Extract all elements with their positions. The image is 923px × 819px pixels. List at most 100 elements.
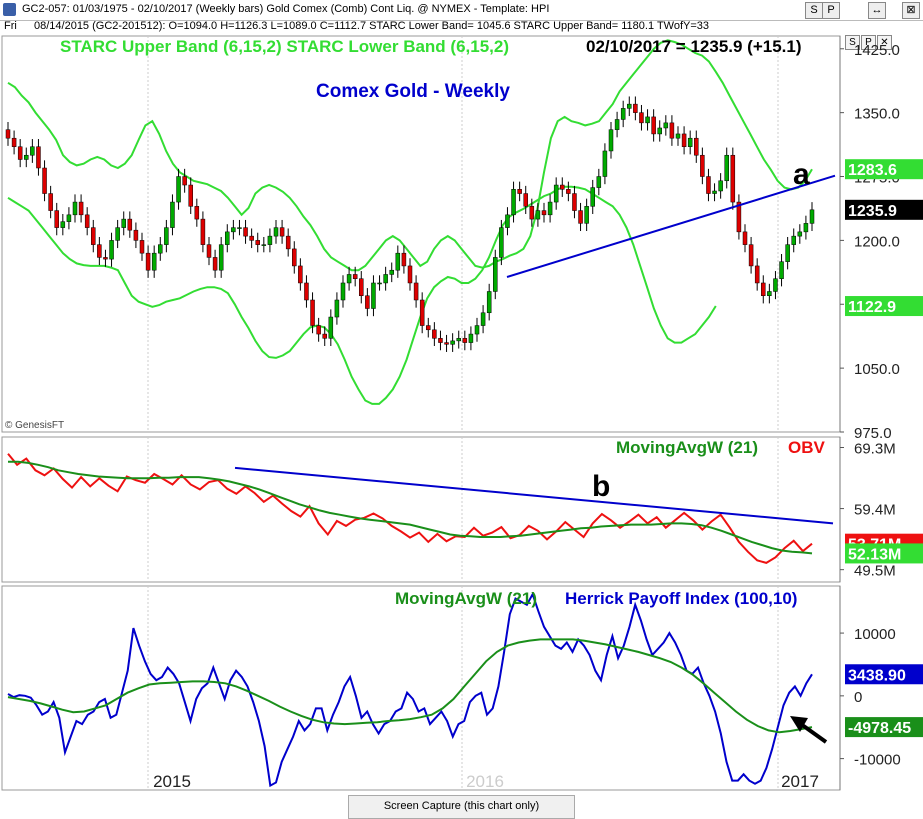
x-tick-label: 2016 xyxy=(466,772,504,791)
annotation-b: b xyxy=(592,470,610,503)
candle-body xyxy=(72,201,78,216)
y-tick-label: 69.3M xyxy=(854,440,896,457)
candle-body xyxy=(517,189,522,194)
candle-body xyxy=(36,146,41,169)
candle-body xyxy=(78,201,84,216)
s-button[interactable]: S xyxy=(805,2,823,19)
candle-body xyxy=(681,133,687,147)
y-tick-label: 1350.0 xyxy=(854,106,900,123)
candle-body xyxy=(279,227,285,237)
candle-body xyxy=(499,227,504,258)
candle-body xyxy=(42,167,47,194)
candle-body xyxy=(456,338,461,342)
candle-body xyxy=(352,274,358,279)
candle-body xyxy=(584,206,589,224)
p-button[interactable]: P xyxy=(822,2,840,19)
candle-body xyxy=(687,137,693,147)
price-last-value: 02/10/2017 = 1235.9 (+15.1) xyxy=(586,37,802,56)
panel-frame-2 xyxy=(1,585,841,791)
hpi-series-1 xyxy=(7,638,813,734)
candle-body xyxy=(493,257,498,292)
candle-body xyxy=(645,116,650,124)
y-tick-label: 59.4M xyxy=(854,502,896,519)
value-tag-bg-0 xyxy=(845,159,923,180)
candle-body xyxy=(596,176,602,188)
candle-body xyxy=(633,103,638,113)
candle-body xyxy=(529,206,535,220)
y-tick-label: 49.5M xyxy=(854,563,896,580)
candle-body xyxy=(346,274,352,284)
value-tag-bg-2 xyxy=(845,296,923,317)
candle-body xyxy=(194,206,200,220)
candle-body xyxy=(377,282,382,285)
candle-body xyxy=(779,261,784,279)
hpi-legend-ma: MovingAvgW (21) xyxy=(395,589,537,608)
candle-body xyxy=(371,282,376,309)
candle-body xyxy=(560,184,565,190)
panel-p-button[interactable]: P xyxy=(861,35,876,50)
candle-body xyxy=(468,333,474,343)
trendline-b xyxy=(234,466,834,525)
annotation-a: a xyxy=(793,158,810,191)
candle-body xyxy=(383,274,388,284)
y-tick-label: 1425.0 xyxy=(854,42,900,59)
candle-body xyxy=(334,299,340,318)
window-titlebar: GC2-057: 01/03/1975 - 02/10/2017 (Weekly… xyxy=(0,0,923,21)
candle-body xyxy=(292,248,297,267)
candle-body xyxy=(11,137,17,147)
obv-legend-obv: OBV xyxy=(788,438,826,457)
x-tick-label: 2015 xyxy=(153,772,191,791)
candle-body xyxy=(474,325,480,335)
candle-body xyxy=(462,338,468,343)
candle-body xyxy=(182,176,187,186)
candle-body xyxy=(748,244,754,267)
candle-body xyxy=(145,252,151,271)
value-tag: 1122.9 xyxy=(848,299,896,316)
candle-body xyxy=(133,229,139,241)
candle-body xyxy=(109,240,114,260)
panel-x-button[interactable]: ✕ xyxy=(877,35,892,50)
candle-body xyxy=(651,116,656,135)
candle-body xyxy=(450,340,455,345)
value-tag-bg-1 xyxy=(845,199,923,220)
starc-upper-band xyxy=(7,39,813,272)
chart-canvas: 1425.01350.01275.01200.01125.01050.0975.… xyxy=(1,35,923,791)
panel-s-button[interactable]: S xyxy=(845,35,860,50)
price-legend: STARC Upper Band (6,15,2) STARC Lower Ba… xyxy=(60,37,509,56)
candle-body xyxy=(675,133,681,139)
candle-body xyxy=(413,282,419,301)
candle-body xyxy=(151,252,157,271)
screen-capture-button[interactable]: Screen Capture (this chart only) xyxy=(348,795,575,819)
candle-body xyxy=(188,184,193,207)
candle-body xyxy=(206,244,212,258)
candle-body xyxy=(541,210,547,216)
candle-body xyxy=(407,265,413,284)
candle-body xyxy=(285,235,291,250)
x-tick-label: 2017 xyxy=(781,772,819,791)
hpi-legend-hpi: Herrick Payoff Index (100,10) xyxy=(565,589,797,608)
candle-body xyxy=(225,231,230,245)
candle-body xyxy=(742,231,748,245)
candle-body xyxy=(438,338,443,343)
value-tag: 52.13M xyxy=(848,546,901,563)
candle-body xyxy=(712,190,717,194)
candle-body xyxy=(767,291,772,296)
candle-body xyxy=(736,201,742,233)
candle-body xyxy=(304,282,309,301)
arrow-head xyxy=(790,716,808,732)
candle-body xyxy=(340,282,346,301)
candle-body xyxy=(322,333,327,339)
candle-body xyxy=(797,231,803,237)
candle-body xyxy=(84,214,90,228)
value-tag-bg-0 xyxy=(845,664,923,685)
candle-body xyxy=(316,325,321,335)
resize-button[interactable]: ↔ xyxy=(868,2,886,19)
value-tag: -4978.45 xyxy=(848,720,911,737)
close-icon[interactable]: ⊠ xyxy=(902,2,920,19)
candle-body xyxy=(444,342,449,345)
app-icon xyxy=(3,3,16,16)
candle-body xyxy=(669,122,675,139)
candle-body xyxy=(547,201,553,216)
candle-body xyxy=(426,325,431,331)
